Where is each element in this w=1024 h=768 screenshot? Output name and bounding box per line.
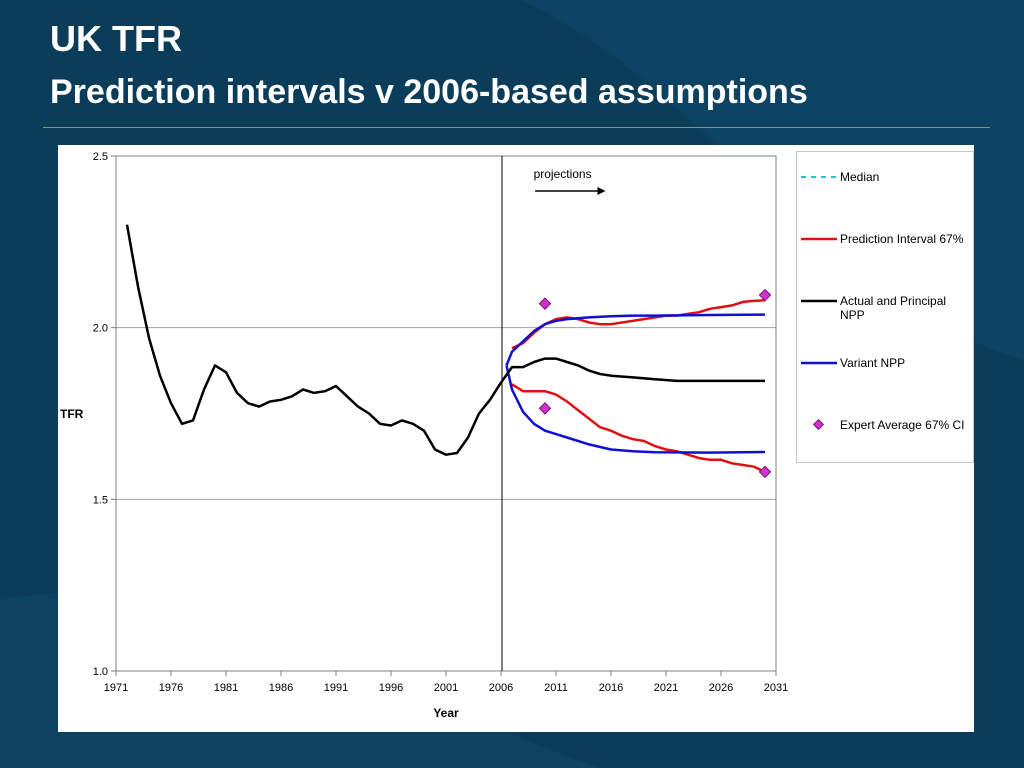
series-line-actual-and-principal-npp <box>125 224 765 456</box>
series-lines <box>125 224 766 474</box>
title-divider <box>43 127 990 128</box>
x-tick-label: 2026 <box>709 682 733 694</box>
x-tick-label: 1976 <box>159 682 183 694</box>
x-tick-label: 1991 <box>324 682 348 694</box>
legend-label: Actual and Principal NPP <box>840 294 947 322</box>
legend-swatch-variant <box>801 361 837 365</box>
projection-marker: projections <box>501 156 606 671</box>
series-markers <box>538 288 772 479</box>
x-tick-label: 1981 <box>214 682 238 694</box>
chart-legend: Median Prediction Interval 67% Actual an… <box>796 151 974 463</box>
x-tick-label: 2016 <box>599 682 623 694</box>
x-tick-label: 2006 <box>489 682 513 694</box>
chart-panel: 1.0 1.5 2.0 2.5 1971 1976 1981 1986 1991 1996 200… <box>58 145 974 732</box>
tfr-line-chart: 1.0 1.5 2.0 2.5 1971 1976 1981 1986 1991 1996 200… <box>60 151 788 720</box>
expert-average-marker <box>538 297 552 310</box>
legend-label: Variant NPP <box>840 356 906 370</box>
y-axis-label: TFR <box>60 407 84 421</box>
plot-area-frame <box>115 155 777 672</box>
x-tick-label: 2021 <box>654 682 678 694</box>
projections-arrow-head <box>597 187 606 195</box>
expert-average-marker <box>538 402 552 415</box>
x-tick-label: 1971 <box>104 682 128 694</box>
slide-title: UK TFR <box>50 18 182 59</box>
legend-swatch-expert <box>812 418 825 431</box>
legend-label: Prediction Interval 67% <box>840 232 964 246</box>
series-line-variant-npp <box>505 313 766 366</box>
legend-swatch-prediction-interval <box>801 237 837 241</box>
x-tick-label: 1996 <box>379 682 403 694</box>
series-line-prediction-interval-67-lower <box>511 383 766 474</box>
slide-subtitle: Prediction intervals v 2006-based assump… <box>50 73 808 111</box>
x-axis-ticks: 1971 1976 1981 1986 1991 1996 2001 2006 2011 2016… <box>104 671 788 694</box>
projections-annotation: projections <box>534 167 592 181</box>
legend-swatch-median <box>801 176 837 178</box>
series-line-variant-npp-lower <box>505 365 766 454</box>
x-axis-label: Year <box>433 706 459 720</box>
x-tick-label: 2031 <box>764 682 788 694</box>
y-axis-ticks: 1.0 1.5 2.0 2.5 <box>93 151 116 678</box>
y-tick-label: 2.0 <box>93 323 108 335</box>
x-tick-label: 1986 <box>269 682 293 694</box>
series-line-prediction-interval-67 <box>511 298 766 350</box>
x-tick-label: 2001 <box>434 682 458 694</box>
y-tick-label: 2.5 <box>93 151 108 163</box>
expert-average-marker <box>758 465 772 479</box>
y-tick-label: 1.5 <box>93 494 108 506</box>
x-tick-label: 2011 <box>544 682 568 694</box>
legend-label: Expert Average 67% CI <box>840 418 965 432</box>
legend-swatch-actual-principal <box>801 299 837 303</box>
legend-label: Median <box>840 170 880 184</box>
expert-average-marker <box>758 288 772 302</box>
grid-lines <box>116 327 776 500</box>
y-tick-label: 1.0 <box>93 666 108 678</box>
